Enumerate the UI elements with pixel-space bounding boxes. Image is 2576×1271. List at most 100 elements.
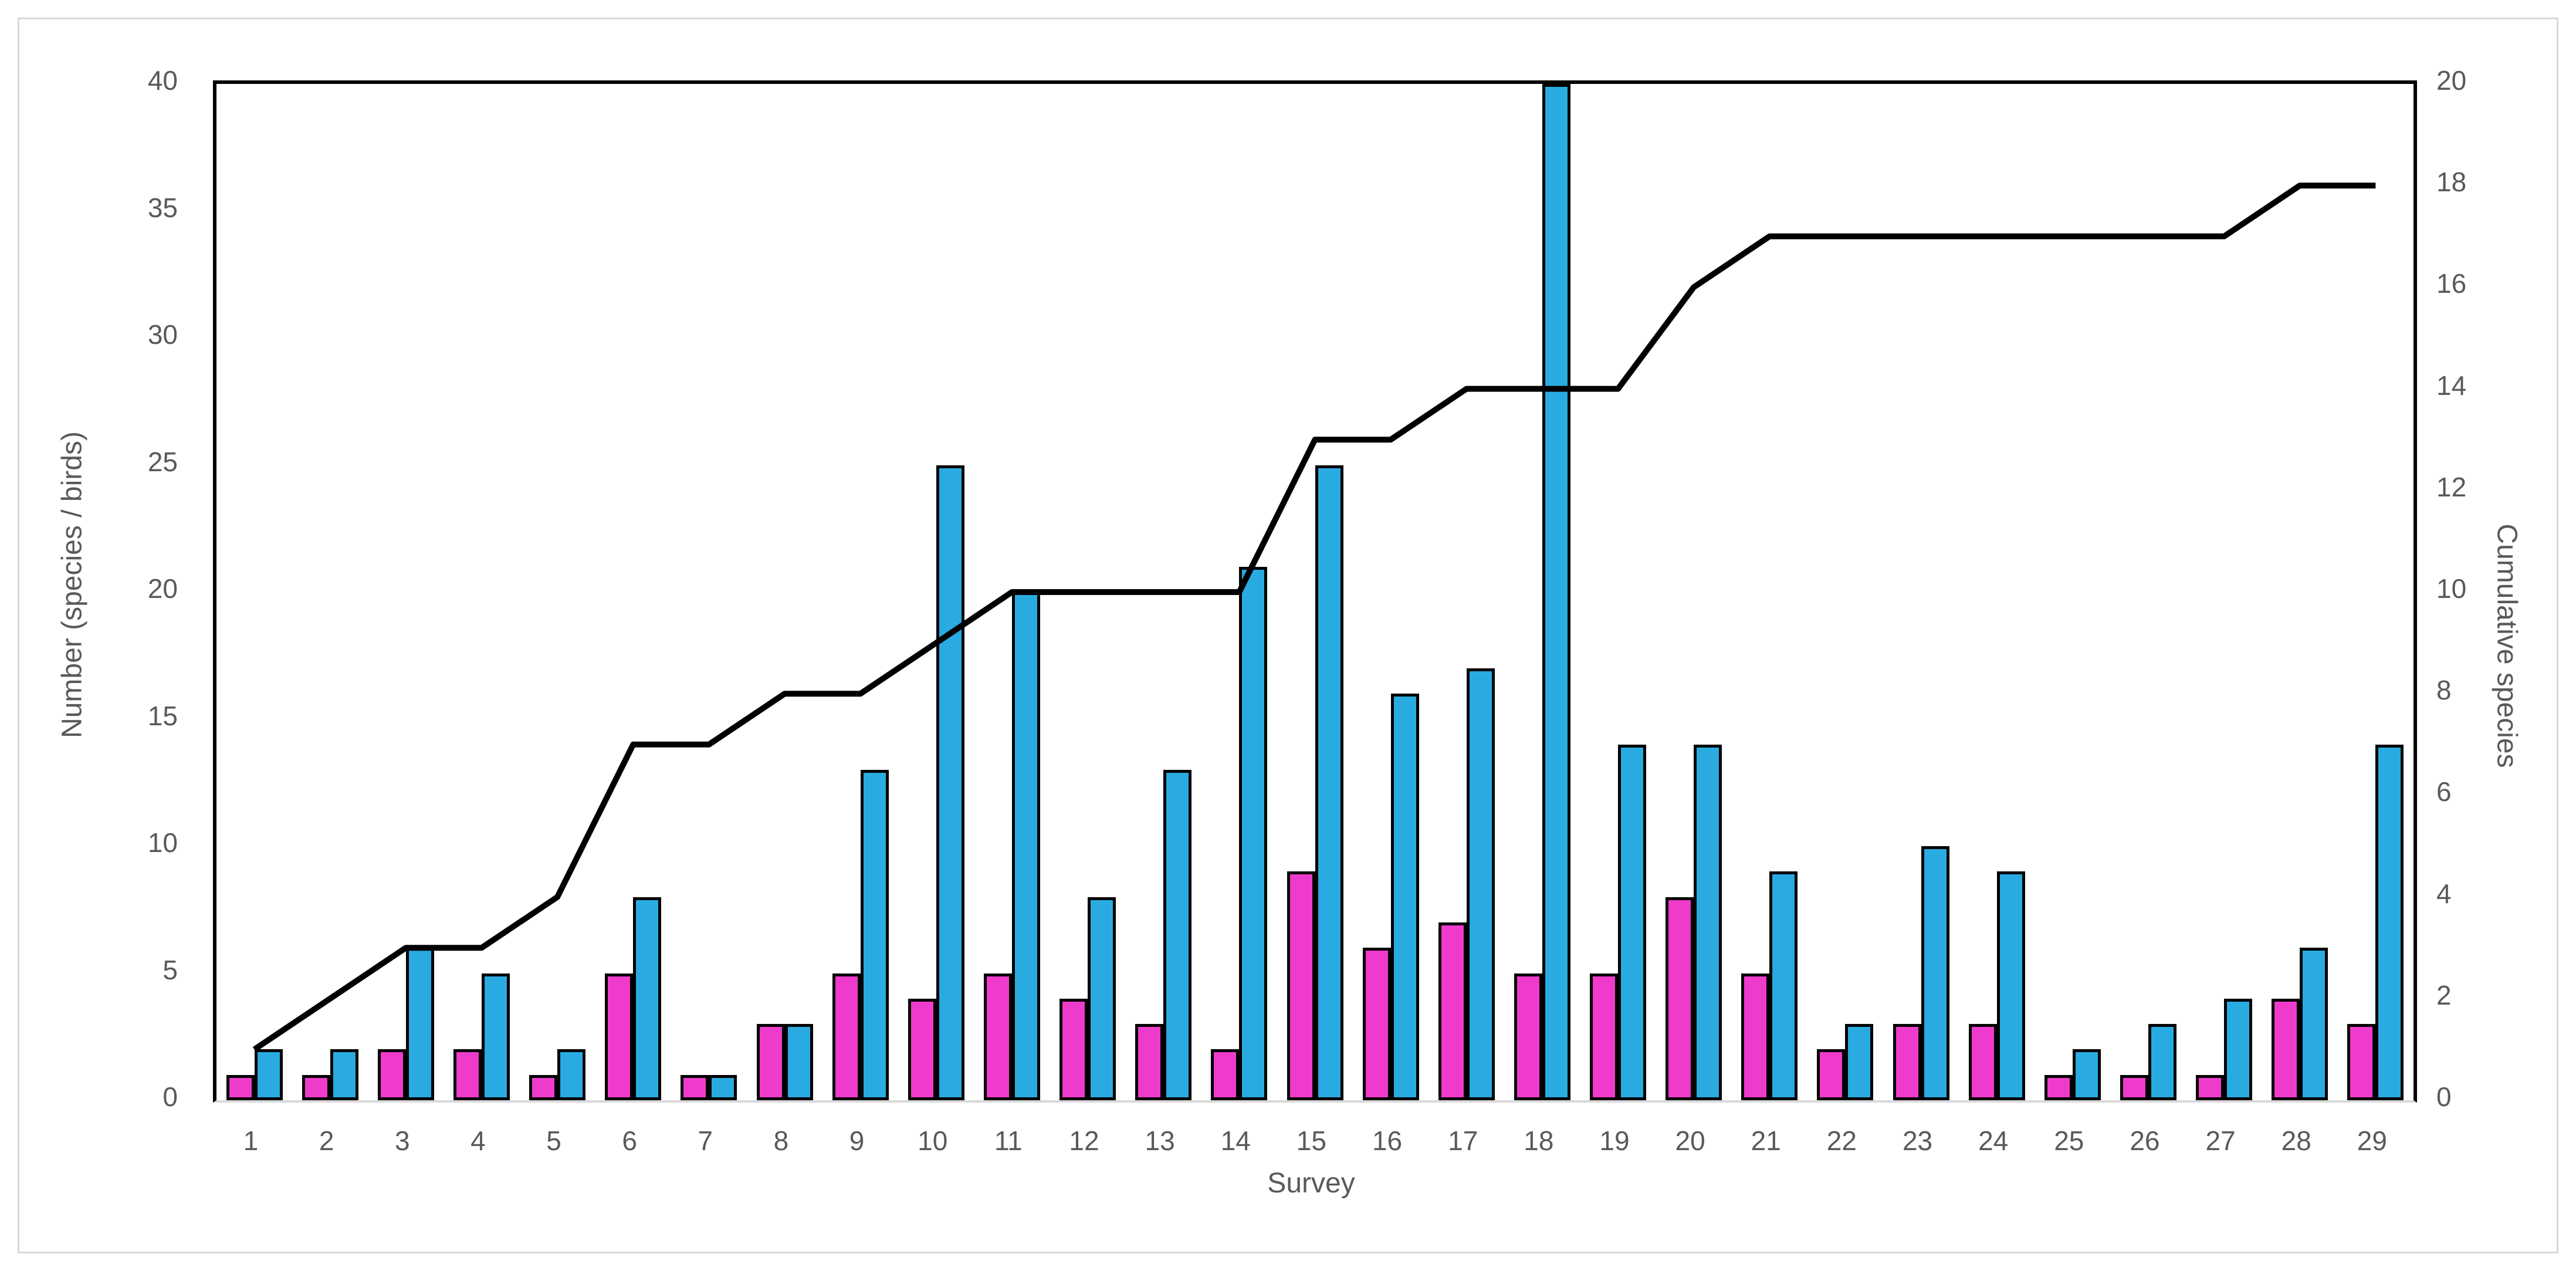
right-axis-tick-14: 14 [2436,370,2467,401]
species-bar-survey-4 [453,1049,482,1100]
left-axis-tick-35: 35 [147,192,178,223]
species-bar-survey-25 [2044,1074,2073,1100]
x-axis-tick-8: 8 [773,1125,789,1156]
species-bar-survey-15 [1287,871,1315,1100]
birds-bar-survey-7 [709,1074,737,1100]
birds-bar-survey-17 [1466,668,1495,1100]
x-axis-tick-12: 12 [1069,1125,1099,1156]
birds-bar-survey-10 [936,465,964,1100]
x-axis-tick-16: 16 [1372,1125,1403,1156]
species-bar-survey-3 [377,1049,406,1100]
right-axis-tick-18: 18 [2436,167,2467,198]
birds-bar-survey-12 [1088,897,1116,1100]
right-axis-tick-20: 20 [2436,65,2467,96]
x-axis-tick-3: 3 [394,1125,410,1156]
species-bar-survey-24 [1968,1024,1997,1100]
species-bar-survey-13 [1135,1024,1164,1100]
x-axis-tick-15: 15 [1296,1125,1326,1156]
x-axis-title: Survey [1267,1168,1355,1199]
right-axis-tick-10: 10 [2436,573,2467,604]
right-axis-tick-8: 8 [2436,675,2452,706]
left-axis-tick-40: 40 [147,65,178,96]
birds-bar-survey-29 [2375,744,2404,1100]
species-bar-survey-22 [1817,1049,1846,1100]
species-bar-survey-23 [1893,1024,1921,1100]
birds-bar-survey-13 [1163,770,1192,1100]
x-axis-tick-13: 13 [1145,1125,1175,1156]
birds-bar-survey-19 [1618,744,1647,1100]
left-axis-tick-25: 25 [147,446,178,477]
right-axis-title: Cumulative species [2491,523,2523,768]
birds-bar-survey-8 [784,1024,813,1100]
x-axis-tick-4: 4 [470,1125,486,1156]
birds-bar-survey-6 [633,897,662,1100]
birds-bar-survey-11 [1011,592,1040,1100]
birds-bar-survey-24 [1996,871,2025,1100]
birds-bar-survey-14 [1239,566,1268,1100]
species-bar-survey-16 [1362,948,1391,1100]
left-axis-tick-5: 5 [163,954,178,985]
birds-bar-survey-5 [557,1049,586,1100]
birds-bar-survey-26 [2148,1024,2177,1100]
x-axis-tick-19: 19 [1599,1125,1630,1156]
left-axis-tick-0: 0 [163,1081,178,1112]
x-axis-tick-22: 22 [1826,1125,1857,1156]
x-axis-tick-25: 25 [2054,1125,2084,1156]
species-bar-survey-29 [2347,1024,2376,1100]
species-bar-survey-28 [2272,998,2300,1100]
left-axis-tick-20: 20 [147,573,178,604]
left-axis-tick-10: 10 [147,827,178,858]
x-axis-tick-9: 9 [849,1125,865,1156]
species-bar-survey-10 [908,998,936,1100]
x-axis-tick-6: 6 [622,1125,637,1156]
species-bar-survey-7 [681,1074,709,1100]
x-axis-tick-5: 5 [546,1125,561,1156]
birds-bar-survey-28 [2300,948,2328,1100]
birds-bar-survey-21 [1769,871,1798,1100]
species-bar-survey-2 [302,1074,330,1100]
left-axis-title: Number (species / birds) [56,431,88,738]
left-axis-tick-30: 30 [147,319,178,350]
birds-bar-survey-2 [330,1049,358,1100]
x-axis-tick-26: 26 [2130,1125,2160,1156]
x-axis-tick-24: 24 [1978,1125,2009,1156]
birds-bar-survey-9 [860,770,889,1100]
species-bar-survey-11 [983,973,1012,1100]
cumulative-species-line [252,182,2376,1052]
species-bar-survey-8 [756,1024,785,1100]
birds-bar-survey-4 [481,973,510,1100]
species-bar-survey-20 [1666,897,1694,1100]
birds-bar-survey-27 [2224,998,2253,1100]
species-bar-survey-6 [605,973,634,1100]
species-bar-survey-14 [1211,1049,1240,1100]
x-axis-tick-28: 28 [2281,1125,2311,1156]
birds-bar-survey-25 [2072,1049,2101,1100]
species-bar-survey-9 [832,973,861,1100]
birds-bar-survey-20 [1694,744,1722,1100]
species-bar-survey-5 [529,1074,558,1100]
right-axis-tick-4: 4 [2436,878,2452,909]
species-bar-survey-26 [2120,1074,2149,1100]
x-axis-tick-10: 10 [918,1125,948,1156]
birds-bar-survey-16 [1390,694,1419,1100]
x-axis-tick-1: 1 [243,1125,259,1156]
x-axis-tick-14: 14 [1220,1125,1251,1156]
x-axis-tick-7: 7 [698,1125,713,1156]
species-bar-survey-17 [1438,922,1467,1100]
species-bar-survey-21 [1741,973,1770,1100]
right-axis-tick-16: 16 [2436,268,2467,299]
x-axis-tick-23: 23 [1902,1125,1933,1156]
birds-bar-survey-1 [254,1049,283,1100]
right-axis-tick-12: 12 [2436,471,2467,502]
species-bar-survey-1 [226,1074,255,1100]
birds-bar-survey-23 [1921,846,1949,1100]
right-axis-tick-2: 2 [2436,979,2452,1010]
x-axis-tick-27: 27 [2205,1125,2236,1156]
birds-bar-survey-18 [1542,84,1570,1100]
species-bar-survey-27 [2196,1074,2225,1100]
x-axis-tick-20: 20 [1675,1125,1705,1156]
birds-bar-survey-22 [1845,1024,1874,1100]
right-axis-tick-6: 6 [2436,776,2452,807]
x-axis-tick-11: 11 [994,1125,1023,1156]
